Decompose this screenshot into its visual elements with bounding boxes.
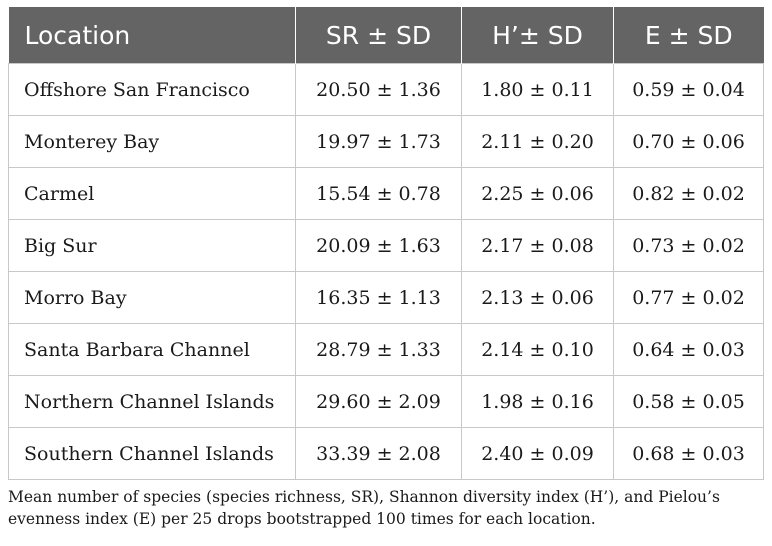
cell-h: 2.11 ± 0.20 bbox=[461, 115, 614, 168]
table-footnote: Mean number of species (species richness… bbox=[8, 488, 720, 528]
header-e: E ± SD bbox=[613, 7, 764, 64]
table-header: Location SR ± SD H’± SD E ± SD bbox=[8, 7, 764, 64]
cell-location: Morro Bay bbox=[8, 271, 296, 324]
cell-sr: 19.97 ± 1.73 bbox=[295, 115, 462, 168]
cell-h: 1.80 ± 0.11 bbox=[461, 63, 614, 116]
cell-e: 0.58 ± 0.05 bbox=[613, 375, 764, 428]
cell-sr: 28.79 ± 1.33 bbox=[295, 323, 462, 376]
header-sr: SR ± SD bbox=[295, 7, 462, 64]
cell-location: Carmel bbox=[8, 167, 296, 220]
table-body: Offshore San Francisco 20.50 ± 1.36 1.80… bbox=[8, 63, 764, 480]
cell-h: 2.13 ± 0.06 bbox=[461, 271, 614, 324]
data-table-container: Location SR ± SD H’± SD E ± SD Offshore … bbox=[8, 7, 764, 480]
cell-e: 0.82 ± 0.02 bbox=[613, 167, 764, 220]
cell-h: 2.40 ± 0.09 bbox=[461, 427, 614, 480]
cell-e: 0.68 ± 0.03 bbox=[613, 427, 764, 480]
cell-location: Santa Barbara Channel bbox=[8, 323, 296, 376]
table-row: Carmel 15.54 ± 0.78 2.25 ± 0.06 0.82 ± 0… bbox=[8, 167, 764, 220]
cell-sr: 20.50 ± 1.36 bbox=[295, 63, 462, 116]
table-row: Santa Barbara Channel 28.79 ± 1.33 2.14 … bbox=[8, 323, 764, 376]
species-diversity-table: Location SR ± SD H’± SD E ± SD Offshore … bbox=[8, 7, 764, 480]
header-location: Location bbox=[8, 7, 296, 64]
table-row: Offshore San Francisco 20.50 ± 1.36 1.80… bbox=[8, 63, 764, 116]
cell-e: 0.70 ± 0.06 bbox=[613, 115, 764, 168]
cell-location: Offshore San Francisco bbox=[8, 63, 296, 116]
cell-location: Big Sur bbox=[8, 219, 296, 272]
cell-e: 0.64 ± 0.03 bbox=[613, 323, 764, 376]
header-h: H’± SD bbox=[461, 7, 614, 64]
cell-sr: 33.39 ± 2.08 bbox=[295, 427, 462, 480]
cell-location: Northern Channel Islands bbox=[8, 375, 296, 428]
cell-sr: 29.60 ± 2.09 bbox=[295, 375, 462, 428]
table-row: Morro Bay 16.35 ± 1.13 2.13 ± 0.06 0.77 … bbox=[8, 271, 764, 324]
cell-h: 2.14 ± 0.10 bbox=[461, 323, 614, 376]
table-row: Southern Channel Islands 33.39 ± 2.08 2.… bbox=[8, 427, 764, 480]
cell-e: 0.59 ± 0.04 bbox=[613, 63, 764, 116]
cell-e: 0.77 ± 0.02 bbox=[613, 271, 764, 324]
cell-e: 0.73 ± 0.02 bbox=[613, 219, 764, 272]
cell-h: 2.17 ± 0.08 bbox=[461, 219, 614, 272]
table-row: Northern Channel Islands 29.60 ± 2.09 1.… bbox=[8, 375, 764, 428]
table-row: Big Sur 20.09 ± 1.63 2.17 ± 0.08 0.73 ± … bbox=[8, 219, 764, 272]
cell-h: 1.98 ± 0.16 bbox=[461, 375, 614, 428]
cell-sr: 16.35 ± 1.13 bbox=[295, 271, 462, 324]
cell-sr: 15.54 ± 0.78 bbox=[295, 167, 462, 220]
cell-h: 2.25 ± 0.06 bbox=[461, 167, 614, 220]
header-row: Location SR ± SD H’± SD E ± SD bbox=[8, 7, 764, 64]
cell-location: Monterey Bay bbox=[8, 115, 296, 168]
cell-location: Southern Channel Islands bbox=[8, 427, 296, 480]
cell-sr: 20.09 ± 1.63 bbox=[295, 219, 462, 272]
table-row: Monterey Bay 19.97 ± 1.73 2.11 ± 0.20 0.… bbox=[8, 115, 764, 168]
